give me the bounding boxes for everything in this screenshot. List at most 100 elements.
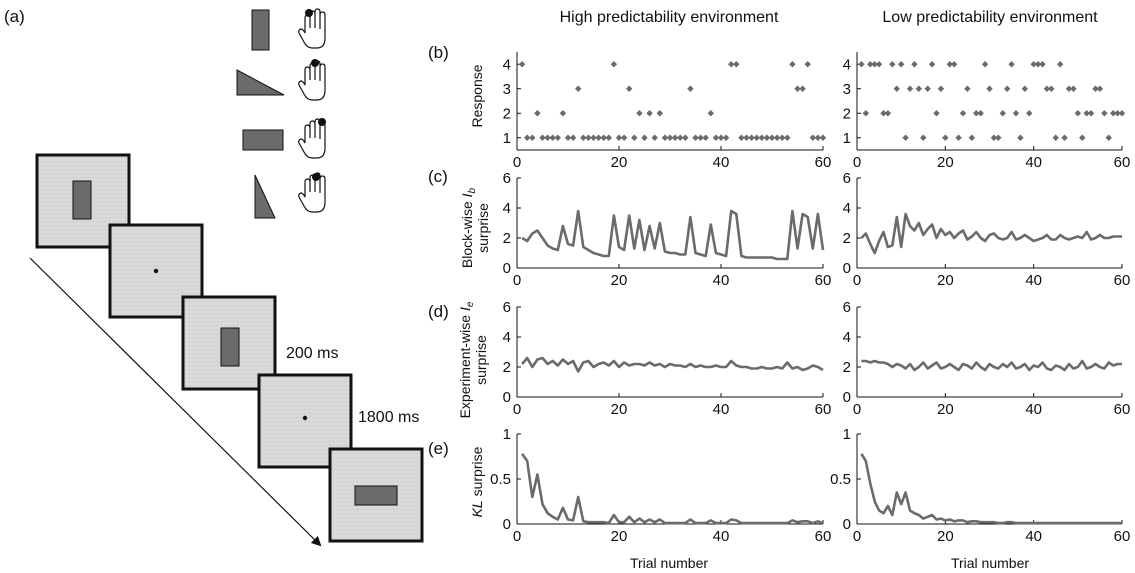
data-point (920, 134, 927, 141)
data-point (893, 85, 900, 92)
data-point (763, 134, 771, 141)
data-point (1101, 110, 1108, 117)
svg-text:Block-wise Ib: Block-wise Ib (459, 187, 478, 268)
data-point (707, 110, 714, 117)
chart-e-low: 0 20 40 60 0 0.5 1 (830, 426, 1130, 545)
y-tick-label: 1 (843, 426, 851, 443)
data-point (819, 134, 827, 141)
data-point (585, 134, 592, 141)
data-point (626, 85, 633, 92)
x-tick-label: 0 (513, 401, 521, 418)
data-point (748, 134, 755, 141)
data-point (911, 61, 918, 68)
x-tick-label: 60 (815, 154, 832, 171)
x-tick-label: 0 (853, 528, 861, 545)
data-point (789, 61, 796, 68)
y-tick-label: 1 (503, 426, 511, 443)
index-finger-hand-icon (298, 8, 326, 49)
data-point (858, 61, 865, 68)
data-point (968, 134, 976, 141)
x-tick-label: 0 (513, 154, 521, 171)
x-tick-label: 20 (937, 154, 954, 171)
series-line (521, 209, 825, 261)
data-point (871, 61, 878, 68)
data-point (1039, 61, 1046, 68)
y-tick-label: 0 (503, 389, 511, 406)
response-mapping (236, 8, 326, 219)
panel-label-b: (b) (428, 43, 449, 62)
data-point (1109, 110, 1117, 117)
data-point (884, 110, 892, 117)
data-point (564, 134, 572, 141)
data-point (753, 134, 760, 141)
data-point (928, 61, 936, 68)
ylabel-experiment-wise: Experiment-wise Ie surprise (457, 301, 489, 418)
data-point (875, 61, 883, 68)
data-point (743, 134, 750, 141)
data-point (677, 134, 684, 141)
x-tick-label: 60 (815, 272, 832, 289)
data-point (1118, 110, 1126, 117)
y-tick-label: 3 (843, 81, 851, 98)
x-tick-label: 60 (1114, 272, 1131, 289)
data-point (544, 134, 551, 141)
data-point (671, 134, 679, 141)
data-point (999, 110, 1006, 117)
x-tick-label: 40 (713, 272, 730, 289)
panel-label-a: (a) (4, 7, 25, 26)
y-tick-label: 0 (843, 260, 851, 277)
panel-label-d: (d) (428, 302, 449, 321)
x-tick-label: 40 (1025, 401, 1042, 418)
data-point (722, 134, 730, 141)
data-point (981, 61, 989, 68)
little-finger-hand-icon (298, 172, 326, 213)
y-tick-label: 1 (503, 130, 511, 147)
data-point (1096, 85, 1104, 92)
data-point (1074, 110, 1082, 117)
data-point (784, 134, 791, 141)
screen-stimulus-3 (328, 447, 424, 543)
x-tick-label: 20 (611, 528, 628, 545)
y-tick-label: 2 (503, 230, 511, 247)
time-arrow (29, 257, 322, 547)
data-point (959, 110, 967, 117)
x-tick-label: 0 (853, 272, 861, 289)
y-tick-label: 3 (503, 81, 511, 98)
data-point (814, 134, 822, 141)
x-tick-label: 60 (1114, 528, 1131, 545)
x-tick-label: 20 (611, 272, 628, 289)
stimulus-shape (220, 327, 240, 367)
y-tick-label: 4 (843, 200, 851, 217)
y-tick-label: 2 (843, 105, 851, 122)
data-point (1065, 85, 1073, 92)
data-point (712, 134, 720, 141)
data-point (1030, 61, 1037, 68)
y-tick-label: 0.5 (490, 471, 511, 488)
data-point (534, 110, 541, 117)
data-point (1105, 134, 1112, 141)
data-point (906, 85, 914, 92)
xlabel-low: Trial number (951, 555, 1029, 571)
data-point (595, 134, 602, 141)
x-tick-label: 20 (611, 401, 628, 418)
data-point (529, 134, 536, 141)
y-tick-label: 0 (503, 260, 511, 277)
chart-c-high: 0 20 40 60 0 2 4 6 (503, 170, 832, 289)
stimulus-horizontal-triangle (236, 69, 285, 96)
y-tick-label: 2 (843, 359, 851, 376)
svg-text:surprise: surprise (473, 335, 489, 385)
stimulus-vertical-rectangle (251, 9, 270, 51)
x-tick-label: 20 (611, 154, 628, 171)
x-tick-label: 40 (1025, 154, 1042, 171)
data-point (1008, 61, 1015, 68)
data-point (1043, 85, 1051, 92)
data-point (1026, 110, 1033, 117)
x-tick-label: 40 (713, 528, 730, 545)
interval-duration: 1800 ms (358, 409, 419, 426)
data-point (977, 110, 984, 117)
y-tick-label: 6 (503, 170, 511, 187)
data-point (1114, 110, 1121, 117)
y-tick-label: 0 (843, 389, 851, 406)
data-point (758, 134, 765, 141)
y-tick-label: 2 (503, 359, 511, 376)
